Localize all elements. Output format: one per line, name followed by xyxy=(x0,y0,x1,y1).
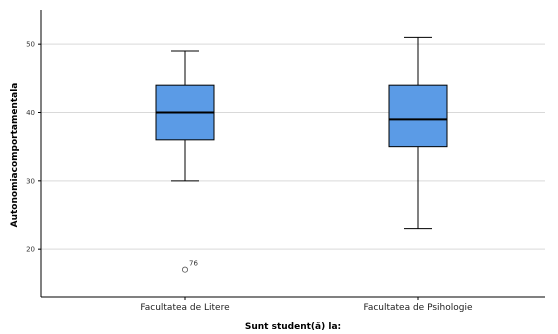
grid-lines xyxy=(41,43,545,250)
box-group xyxy=(388,36,448,230)
boxes: 76 xyxy=(155,36,448,273)
x-tick-labels: Facultatea de Litere Facultatea de Psihol… xyxy=(140,297,473,313)
outlier-label: 76 xyxy=(189,260,198,268)
x-tick-label: Facultatea de Litere xyxy=(140,303,230,313)
y-tick-label: 50 xyxy=(26,41,35,49)
x-axis-title: Sunt student(ă) la: xyxy=(245,322,341,332)
y-tick-label: 40 xyxy=(26,109,35,117)
outlier-point xyxy=(181,266,188,273)
y-tick-label: 30 xyxy=(26,177,35,185)
y-ticks: 20 30 40 50 xyxy=(26,41,41,254)
x-tick-label: Facultatea de Psihologie xyxy=(363,303,473,313)
y-axis-title: Autonomiacomportamentala xyxy=(10,83,20,228)
y-tick-label: 20 xyxy=(26,246,35,254)
iqr-box xyxy=(388,84,448,148)
axes xyxy=(40,10,545,298)
box-group: 76 xyxy=(155,50,215,273)
